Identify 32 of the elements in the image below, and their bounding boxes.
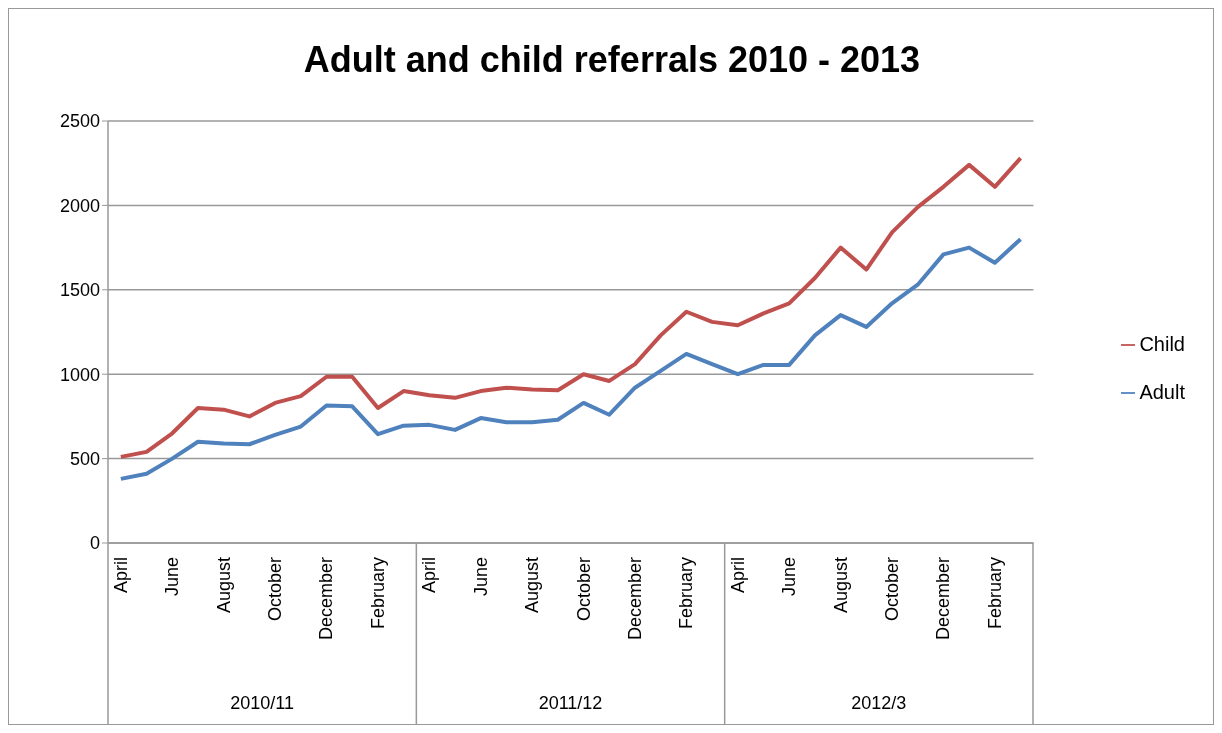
x-tick-label: June (162, 557, 183, 597)
legend-label: Child (1139, 332, 1185, 355)
chart-title: Adult and child referrals 2010 - 2013 (302, 39, 922, 81)
y-tick-label: 0 (89, 533, 100, 554)
x-tick-label: April (419, 557, 440, 594)
x-tick-label: February (367, 557, 388, 630)
x-tick-label: April (110, 557, 131, 594)
x-tick-label: June (779, 557, 800, 597)
text: 2010/11 (229, 693, 296, 714)
x-tick-label: June (470, 557, 491, 597)
x-tick-label: February (676, 557, 697, 630)
y-tick-label: 1500 (59, 280, 100, 301)
x-tick-label: April (727, 557, 748, 594)
x-tick-label: December (316, 557, 337, 641)
line-series (118, 237, 1023, 481)
text: 2011/12 (537, 693, 604, 714)
text: 2012/3 (850, 693, 908, 714)
x-tick-label: October (265, 557, 286, 622)
x-tick-label: December (624, 557, 645, 641)
x-tick-label: August (522, 557, 543, 614)
y-tick-label: 500 (69, 448, 100, 469)
x-tick-label: December (933, 557, 954, 641)
legend-label: Adult (1139, 380, 1185, 403)
x-tick-label: August (213, 557, 234, 614)
y-tick-label: 1000 (59, 364, 100, 385)
x-tick-label: October (573, 557, 594, 622)
y-tick-label: 2000 (59, 195, 100, 216)
line-series (118, 156, 1023, 459)
x-tick-label: October (882, 557, 903, 622)
y-tick-label: 2500 (59, 111, 100, 132)
x-tick-label: February (984, 557, 1005, 630)
x-tick-label: August (830, 557, 851, 614)
